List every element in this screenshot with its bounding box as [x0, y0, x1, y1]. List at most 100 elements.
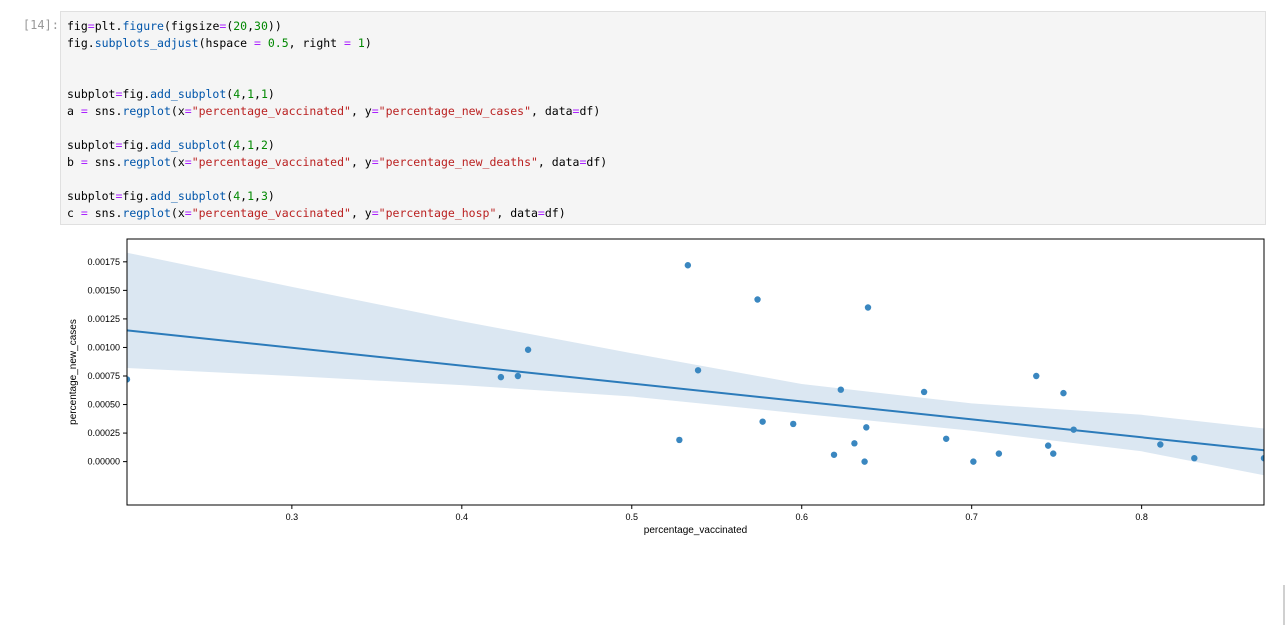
- code-token: (: [226, 87, 234, 101]
- scatter-point: [1191, 454, 1198, 462]
- y-tick-label: 0.00075: [87, 371, 120, 381]
- code-token: ,: [240, 189, 248, 203]
- code-token: regplot: [122, 206, 171, 220]
- code-token: =: [219, 19, 227, 33]
- code-token: =: [253, 36, 261, 50]
- scatter-point: [830, 451, 838, 458]
- scatter-point: [995, 450, 1003, 457]
- code-token: ): [267, 189, 275, 203]
- code-token: .: [143, 87, 151, 101]
- code-token: (x: [170, 206, 185, 220]
- code-line: fig.subplots_adjust(hspace = 0.5, right …: [67, 35, 607, 52]
- code-token: =: [115, 87, 123, 101]
- code-token: regplot: [122, 104, 171, 118]
- x-tick-label: 0.4: [456, 512, 469, 522]
- code-token: =: [184, 206, 192, 220]
- y-tick-label: 0.00175: [87, 257, 120, 267]
- code-line: subplot=fig.add_subplot(4,1,2): [67, 137, 607, 154]
- scatter-point: [863, 424, 870, 431]
- code-token: =: [344, 36, 351, 50]
- confidence-band: [127, 252, 1264, 476]
- code-editor[interactable]: fig=plt.figure(figsize=(20,30)) fig.subpl…: [67, 18, 607, 222]
- code-token: .: [115, 155, 123, 169]
- code-token: figure: [122, 19, 164, 33]
- code-token: subplot: [67, 189, 116, 203]
- code-token: [351, 36, 358, 50]
- code-line: a = sns.regplot(x="percentage_vaccinated…: [67, 103, 607, 120]
- code-token: fig: [122, 138, 144, 152]
- code-token: 4: [233, 138, 241, 152]
- code-token: ,: [254, 138, 261, 152]
- code-token: sns: [87, 206, 116, 220]
- code-token: =: [579, 155, 587, 169]
- regplot-chart: 0.3 0.4 0.5 0.6 0.7 0.8 0.00000 0.00025 0.00050 0…: [68, 238, 1265, 536]
- code-token: add_subplot: [150, 87, 227, 101]
- code-token: , data: [537, 155, 580, 169]
- code-token: "percentage_new_deaths": [378, 155, 538, 169]
- code-token: add_subplot: [150, 189, 227, 203]
- y-tick-label: 0.00025: [87, 428, 120, 438]
- scatter-point: [1050, 450, 1057, 457]
- code-token: , data: [531, 104, 573, 118]
- x-tick-label: 0.7: [965, 512, 978, 522]
- code-token: .: [115, 19, 123, 33]
- code-token: (: [226, 19, 234, 33]
- code-token: ,: [254, 87, 261, 101]
- y-tick-label: 0.00125: [87, 314, 120, 324]
- y-tick-label: 0.00000: [87, 457, 120, 467]
- code-token: c: [67, 206, 81, 220]
- code-token: ): [267, 138, 275, 152]
- code-token: (x: [170, 104, 185, 118]
- code-token: 30: [254, 19, 268, 33]
- code-line: [67, 69, 607, 86]
- code-token: =: [115, 138, 123, 152]
- code-token: .: [87, 36, 95, 50]
- code-token: , y: [350, 206, 372, 220]
- scatter-point: [970, 458, 977, 465]
- code-token: =: [115, 189, 123, 203]
- scatter-point: [1070, 426, 1077, 433]
- scatter-point: [754, 296, 761, 303]
- code-token: subplot: [67, 138, 116, 152]
- scrollbar-edge[interactable]: [1283, 585, 1285, 625]
- code-token: b: [67, 155, 81, 169]
- code-token: (x: [170, 155, 185, 169]
- output-area: 0.3 0.4 0.5 0.6 0.7 0.8 0.00000 0.00025 0.00050 0…: [60, 230, 1285, 625]
- code-token: .: [115, 104, 123, 118]
- scatter-point: [864, 304, 872, 311]
- code-token: =: [572, 104, 580, 118]
- code-token: , right: [288, 36, 345, 50]
- code-token: ,: [240, 87, 248, 101]
- scatter-point: [1260, 454, 1264, 462]
- code-token: add_subplot: [150, 138, 227, 152]
- code-token: (: [226, 138, 234, 152]
- regression-line: [127, 329, 1264, 452]
- code-token: 3: [260, 189, 268, 203]
- y-tick-label: 0.00150: [87, 285, 120, 295]
- x-tick-label: 0.5: [626, 512, 639, 522]
- scatter-point: [1060, 389, 1067, 397]
- code-token: 1: [247, 189, 255, 203]
- code-token: =: [87, 19, 95, 33]
- scatter-point: [759, 418, 766, 425]
- code-token: =: [537, 206, 545, 220]
- code-token: subplots_adjust: [94, 36, 199, 50]
- y-tick-label: 0.00100: [87, 342, 120, 352]
- code-token: , y: [350, 104, 372, 118]
- code-token: .: [115, 206, 123, 220]
- scatter-point: [790, 420, 797, 428]
- code-token: .: [143, 189, 151, 203]
- code-line: c = sns.regplot(x="percentage_vaccinated…: [67, 205, 607, 222]
- code-token: 1: [247, 87, 255, 101]
- code-token: fig: [67, 36, 88, 50]
- code-token: fig: [122, 87, 144, 101]
- code-token: 4: [233, 189, 241, 203]
- x-tick-label: 0.3: [286, 512, 299, 522]
- code-token: ,: [254, 189, 261, 203]
- scatter-point: [920, 388, 928, 396]
- scatter-point: [524, 346, 532, 353]
- scatter-point: [837, 386, 845, 393]
- code-cell[interactable]: fig=plt.figure(figsize=(20,30)) fig.subpl…: [60, 11, 1266, 225]
- code-token: ): [267, 87, 275, 101]
- code-token: =: [80, 104, 88, 118]
